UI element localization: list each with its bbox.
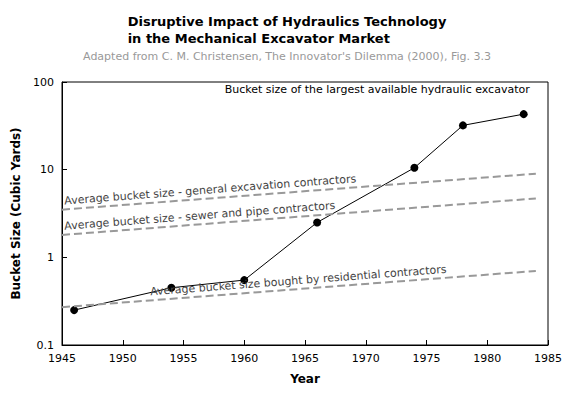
svg-text:Bucket size of the largest ava: Bucket size of the largest available hyd…: [225, 83, 530, 96]
svg-text:Disruptive Impact of Hydraulic: Disruptive Impact of Hydraulics Technolo…: [128, 14, 447, 29]
svg-text:1985: 1985: [534, 352, 562, 365]
svg-text:1955: 1955: [170, 352, 198, 365]
svg-text:100: 100: [33, 76, 54, 89]
svg-text:0.1: 0.1: [37, 339, 55, 352]
svg-text:Bucket Size (Cubic Yards): Bucket Size (Cubic Yards): [9, 127, 23, 299]
svg-text:Average bucket size bought by: Average bucket size bought by residentia…: [150, 263, 447, 299]
svg-text:1975: 1975: [413, 352, 441, 365]
svg-text:1: 1: [47, 251, 54, 264]
svg-text:Adapted from C. M. Christensen: Adapted from C. M. Christensen, The Inno…: [83, 50, 491, 63]
svg-text:10: 10: [40, 163, 54, 176]
svg-text:1960: 1960: [230, 352, 258, 365]
svg-text:1945: 1945: [48, 352, 76, 365]
svg-text:Average bucket size - sewer an: Average bucket size - sewer and pipe con…: [64, 199, 336, 233]
svg-text:1950: 1950: [109, 352, 137, 365]
svg-text:1965: 1965: [291, 352, 319, 365]
svg-text:Year: Year: [289, 372, 320, 386]
svg-text:in the Mechanical Excavator Ma: in the Mechanical Excavator Market: [128, 31, 390, 46]
svg-text:1980: 1980: [473, 352, 501, 365]
svg-text:1970: 1970: [352, 352, 380, 365]
svg-text:Average bucket size - general: Average bucket size - general excavation…: [63, 172, 357, 208]
